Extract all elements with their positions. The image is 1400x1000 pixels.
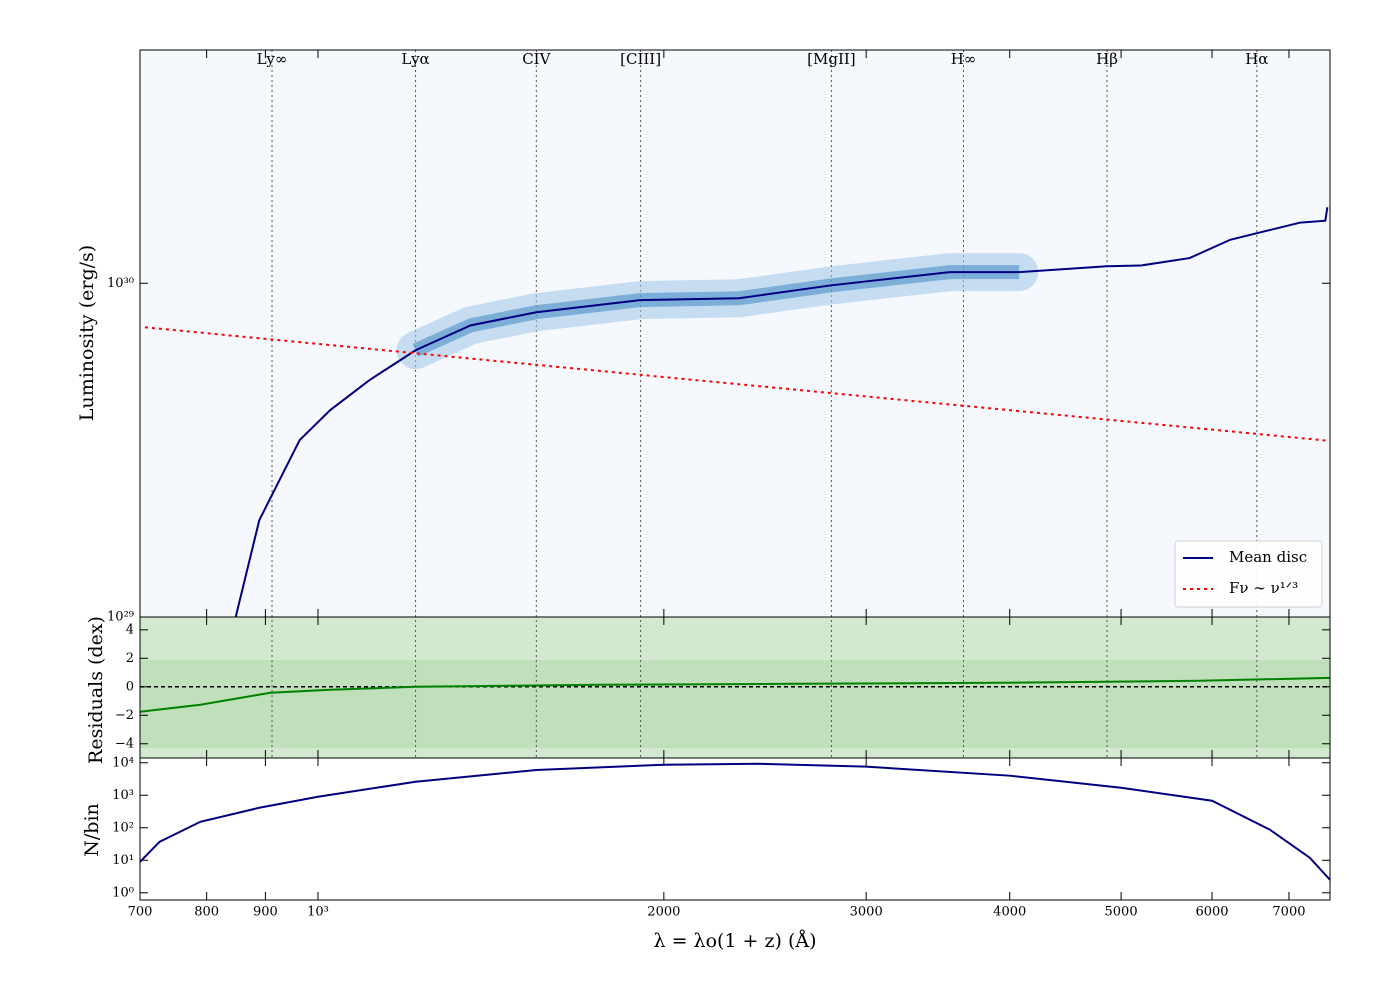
x-tick-label: 700	[128, 905, 153, 920]
reference-label: CIV	[522, 50, 551, 68]
y-tick-label: 4	[126, 622, 134, 637]
x-axis-label: λ = λo(1 + z) (Å)	[653, 930, 816, 952]
y-tick-label: 10³	[112, 788, 134, 803]
x-tick-label: 3000	[850, 905, 883, 920]
reference-label: [CIII]	[620, 50, 661, 68]
y-tick-label: 0	[126, 679, 134, 694]
reference-label: Ly∞	[257, 50, 288, 68]
legend-label: Fν ∼ ν¹ᐟ³	[1229, 579, 1298, 597]
y-tick-label: 10¹	[112, 853, 134, 868]
y-tick-label: 2	[126, 651, 134, 666]
y-axis-label: Residuals (dex)	[85, 616, 107, 764]
y-tick-label: 10³⁰	[107, 276, 134, 291]
series-line	[144, 326, 1330, 442]
series-line	[140, 762, 1330, 881]
x-tick-label: 4000	[993, 905, 1026, 920]
reference-label: Lyα	[401, 50, 429, 68]
series-line	[140, 676, 1330, 713]
bottom-frame	[139, 757, 1331, 901]
plots: 10²⁹ 10³⁰ Ly∞ Lyα CIV [CIII] [MgII] H∞ Hβ Hα Mean …	[107, 50, 1330, 920]
x-tick-label: 10³	[307, 905, 329, 920]
y-tick-label: 10²	[112, 820, 134, 835]
x-tick-label: 2000	[647, 905, 680, 920]
residual-inner-band	[140, 660, 1330, 748]
series-line	[234, 207, 1329, 617]
reference-label: Hα	[1245, 50, 1268, 68]
y-tick-label: 10⁰	[112, 885, 134, 900]
y-tick-label: −2	[115, 708, 134, 723]
y-axis-label: Luminosity (erg/s)	[76, 245, 98, 421]
reference-label: Hβ	[1096, 50, 1118, 68]
reference-label: H∞	[951, 50, 977, 68]
y-tick-label: 10²⁹	[107, 610, 134, 625]
x-tick-label: 6000	[1195, 905, 1228, 920]
y-tick-label: 10⁴	[112, 755, 134, 770]
x-tick-label: 5000	[1105, 905, 1138, 920]
x-tick-label: 7000	[1272, 905, 1305, 920]
y-axis-label: N/bin	[81, 803, 103, 857]
reference-label: [MgII]	[807, 50, 856, 68]
x-tick-label: 900	[253, 905, 278, 920]
y-tick-label: −4	[115, 736, 134, 751]
legend-label: Mean disc	[1229, 548, 1307, 566]
x-tick-label: 800	[194, 905, 219, 920]
top-panel-bg	[140, 50, 1330, 617]
